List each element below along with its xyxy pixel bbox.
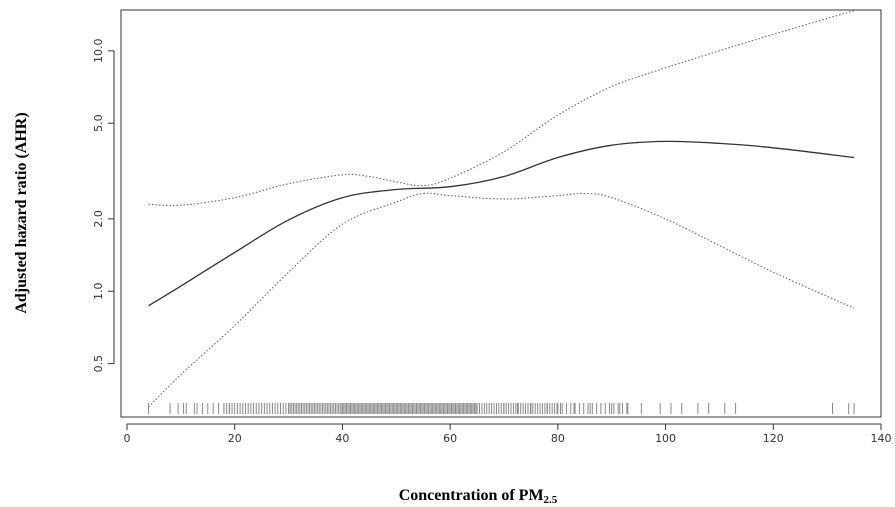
y-tick-label: 0.5 [92,355,105,373]
x-axis-title-main: Concentration of PM [399,487,544,504]
y-axis-title: Adjusted hazard ratio (AHR) [13,112,30,313]
y-tick-label: 2.0 [92,210,105,228]
y-tick-label: 10.0 [92,39,105,64]
x-tick-label: 120 [763,432,784,445]
x-tick-label: 100 [655,432,676,445]
x-axis-title: Concentration of PM2.5 [399,487,558,506]
x-tick-label: 140 [871,432,892,445]
x-tick-label: 80 [551,432,565,445]
series-line-upper [148,10,855,207]
series-line-lower [148,192,855,408]
rug-plot [148,403,855,414]
series-line-estimate [148,140,855,307]
x-tick-label: 40 [335,432,349,445]
plot-frame [120,9,882,418]
y-tick-label: 1.0 [92,282,105,300]
series-group [148,10,855,408]
x-axis-title-subscript: 2.5 [544,494,558,506]
y-tick-label: 5.0 [92,114,105,132]
axes: 0 20 40 60 80 100 120 140 0.5 1.0 2.0 5.0 10.0 [92,39,892,445]
x-tick-label: 0 [124,432,131,445]
x-tick-label: 60 [443,432,457,445]
x-tick-label: 20 [228,432,242,445]
